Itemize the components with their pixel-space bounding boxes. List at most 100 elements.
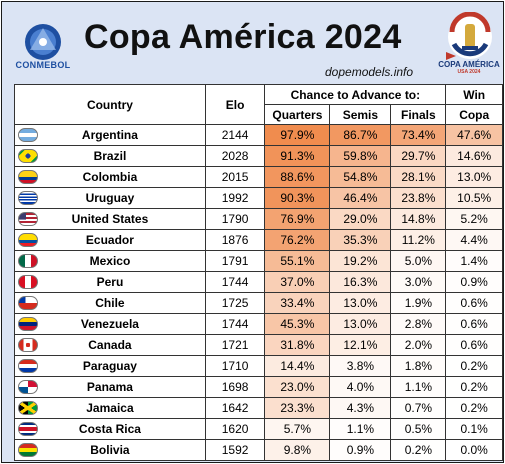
table-row: Costa Rica 1620 5.7% 1.1% 0.5% 0.1% bbox=[14, 418, 503, 440]
semis-cell: 86.7% bbox=[329, 124, 392, 146]
argentina-flag-icon bbox=[18, 128, 38, 142]
win-cell: 4.4% bbox=[445, 229, 503, 251]
win-cell: 1.4% bbox=[445, 250, 503, 272]
semis-cell: 29.0% bbox=[329, 208, 392, 230]
elo-cell: 1620 bbox=[204, 418, 266, 440]
table-row: United States 1790 76.9% 29.0% 14.8% 5.2% bbox=[14, 208, 503, 230]
elo-cell: 1642 bbox=[204, 397, 266, 419]
page-title: Copa América 2024 bbox=[84, 18, 402, 56]
win-cell: 0.6% bbox=[445, 292, 503, 314]
ecuador-flag-icon bbox=[18, 233, 38, 247]
copa-sub-label: USA 2024 bbox=[457, 69, 481, 75]
win-cell: 10.5% bbox=[445, 187, 503, 209]
quarters-cell: 76.9% bbox=[264, 208, 331, 230]
conmebol-label: CONMEBOL bbox=[15, 60, 71, 70]
country-cell: Brazil bbox=[14, 145, 206, 167]
copa-america-logo bbox=[446, 12, 492, 60]
country-cell: Jamaica bbox=[14, 397, 206, 419]
finals-cell: 5.0% bbox=[390, 250, 447, 272]
quarters-cell: 88.6% bbox=[264, 166, 331, 188]
country-name: Mexico bbox=[89, 254, 131, 268]
elo-cell: 1744 bbox=[204, 313, 266, 335]
country-cell: Colombia bbox=[14, 166, 206, 188]
quarters-cell: 91.3% bbox=[264, 145, 331, 167]
quarters-cell: 14.4% bbox=[264, 355, 331, 377]
elo-cell: 1721 bbox=[204, 334, 266, 356]
country-name: Colombia bbox=[82, 170, 138, 184]
uruguay-flag-icon bbox=[18, 191, 38, 205]
semis-cell: 19.2% bbox=[329, 250, 392, 272]
usa-flag-icon bbox=[18, 212, 38, 226]
country-cell: Mexico bbox=[14, 250, 206, 272]
semis-cell: 13.0% bbox=[329, 313, 392, 335]
table-row: Chile 1725 33.4% 13.0% 1.9% 0.6% bbox=[14, 292, 503, 314]
table-row: Paraguay 1710 14.4% 3.8% 1.8% 0.2% bbox=[14, 355, 503, 377]
finals-cell: 14.8% bbox=[390, 208, 447, 230]
canada-flag-icon bbox=[18, 338, 38, 352]
semis-cell: 35.3% bbox=[329, 229, 392, 251]
table-row: Ecuador 1876 76.2% 35.3% 11.2% 4.4% bbox=[14, 229, 503, 251]
country-cell: Costa Rica bbox=[14, 418, 206, 440]
peru-flag-icon bbox=[18, 275, 38, 289]
country-name: Uruguay bbox=[85, 191, 135, 205]
win-cell: 0.2% bbox=[445, 397, 503, 419]
venezuela-flag-icon bbox=[18, 317, 38, 331]
country-name: Jamaica bbox=[86, 401, 134, 415]
country-cell: Peru bbox=[14, 271, 206, 293]
country-cell: Bolivia bbox=[14, 439, 206, 461]
quarters-cell: 37.0% bbox=[264, 271, 331, 293]
bolivia-flag-icon bbox=[18, 443, 38, 457]
header-copa: Copa bbox=[445, 104, 503, 125]
quarters-cell: 90.3% bbox=[264, 187, 331, 209]
header-finals: Finals bbox=[390, 104, 447, 125]
win-cell: 47.6% bbox=[445, 124, 503, 146]
country-cell: Argentina bbox=[14, 124, 206, 146]
semis-cell: 0.9% bbox=[329, 439, 392, 461]
win-cell: 5.2% bbox=[445, 208, 503, 230]
brazil-flag-icon bbox=[18, 149, 38, 163]
paraguay-flag-icon bbox=[18, 359, 38, 373]
country-name: Venezuela bbox=[80, 317, 139, 331]
semis-cell: 46.4% bbox=[329, 187, 392, 209]
table-row: Brazil 2028 91.3% 59.8% 29.7% 14.6% bbox=[14, 145, 503, 167]
country-name: Peru bbox=[96, 275, 124, 289]
semis-cell: 12.1% bbox=[329, 334, 392, 356]
quarters-cell: 33.4% bbox=[264, 292, 331, 314]
country-cell: Venezuela bbox=[14, 313, 206, 335]
mexico-flag-icon bbox=[18, 254, 38, 268]
win-cell: 0.2% bbox=[445, 376, 503, 398]
finals-cell: 2.8% bbox=[390, 313, 447, 335]
table-row: Uruguay 1992 90.3% 46.4% 23.8% 10.5% bbox=[14, 187, 503, 209]
country-name: Chile bbox=[95, 296, 125, 310]
country-name: United States bbox=[71, 212, 149, 226]
conmebol-logo bbox=[25, 24, 61, 60]
elo-cell: 1710 bbox=[204, 355, 266, 377]
country-name: Canada bbox=[88, 338, 132, 352]
finals-cell: 0.5% bbox=[390, 418, 447, 440]
country-name: Argentina bbox=[81, 128, 138, 142]
header-semis: Semis bbox=[329, 104, 392, 125]
win-cell: 0.9% bbox=[445, 271, 503, 293]
finals-cell: 28.1% bbox=[390, 166, 447, 188]
header-country: Country bbox=[14, 84, 206, 125]
table-row: Mexico 1791 55.1% 19.2% 5.0% 1.4% bbox=[14, 250, 503, 272]
colombia-flag-icon bbox=[18, 170, 38, 184]
header-quarters: Quarters bbox=[264, 104, 331, 125]
win-cell: 0.6% bbox=[445, 313, 503, 335]
standings-table: Country Elo Chance to Advance to: Win Qu… bbox=[14, 84, 503, 461]
finals-cell: 0.2% bbox=[390, 439, 447, 461]
country-cell: Chile bbox=[14, 292, 206, 314]
header-win: Win bbox=[445, 84, 503, 105]
country-cell: Ecuador bbox=[14, 229, 206, 251]
header-elo: Elo bbox=[204, 84, 266, 125]
elo-cell: 1725 bbox=[204, 292, 266, 314]
semis-cell: 4.0% bbox=[329, 376, 392, 398]
country-name: Bolivia bbox=[90, 443, 130, 457]
country-name: Ecuador bbox=[85, 233, 134, 247]
finals-cell: 11.2% bbox=[390, 229, 447, 251]
win-cell: 0.1% bbox=[445, 418, 503, 440]
quarters-cell: 97.9% bbox=[264, 124, 331, 146]
source-label: dopemodels.info bbox=[325, 65, 414, 79]
elo-cell: 2028 bbox=[204, 145, 266, 167]
